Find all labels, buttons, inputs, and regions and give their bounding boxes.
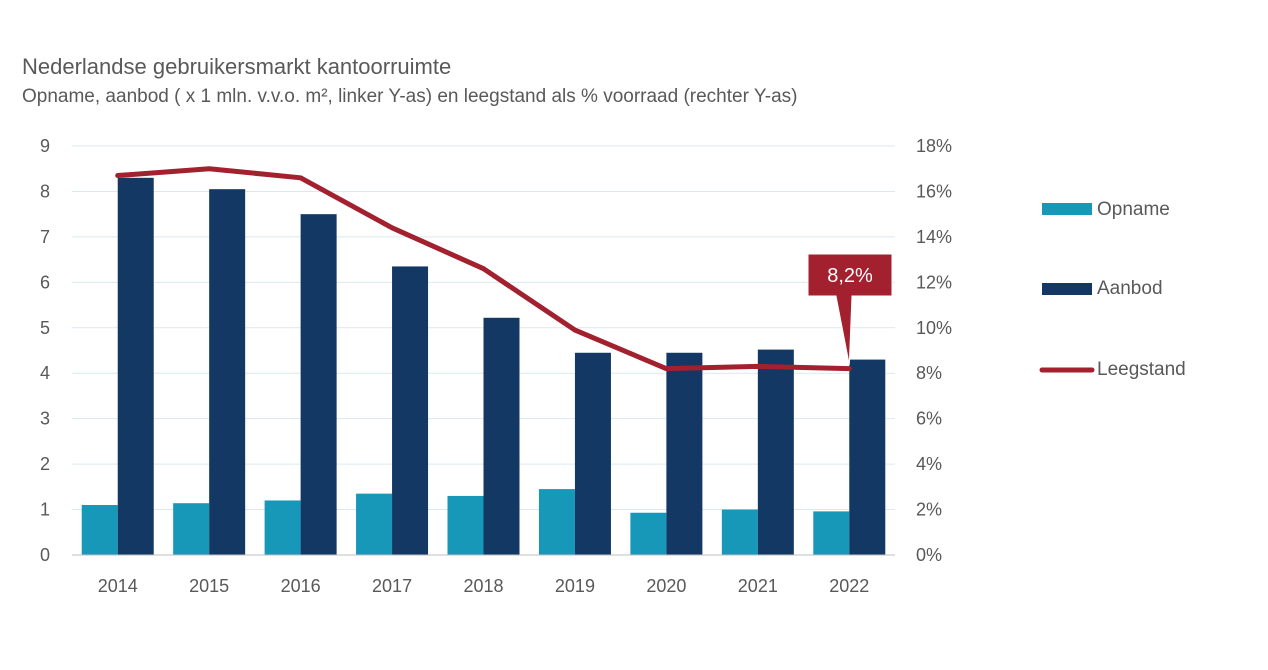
legend-swatch-aanbod <box>1042 283 1092 295</box>
x-tick-label: 2014 <box>98 576 138 596</box>
right-tick-label: 18% <box>916 136 952 156</box>
legend-label-opname: Opname <box>1097 199 1170 220</box>
bar-opname <box>173 503 210 555</box>
right-tick-label: 0% <box>916 545 942 565</box>
right-tick-label: 2% <box>916 500 942 520</box>
bar-aanbod <box>209 189 246 555</box>
left-tick-label: 0 <box>40 545 50 565</box>
bar-aanbod <box>666 352 703 555</box>
x-tick-label: 2022 <box>829 576 869 596</box>
x-tick-label: 2017 <box>372 576 412 596</box>
left-tick-label: 6 <box>40 272 50 292</box>
legend-label-aanbod: Aanbod <box>1097 278 1163 299</box>
left-tick-label: 7 <box>40 227 50 247</box>
bar-aanbod <box>300 214 337 555</box>
legend-swatch-opname <box>1042 203 1092 215</box>
left-tick-label: 9 <box>40 136 50 156</box>
bar-opname <box>447 495 484 555</box>
legend-label-leegstand: Leegstand <box>1097 359 1186 380</box>
x-tick-label: 2018 <box>463 576 503 596</box>
callout-label: 8,2% <box>827 265 873 287</box>
bars <box>81 177 886 556</box>
bar-opname <box>630 512 667 555</box>
right-y-axis: 0% 2% 4% 6% 8% 10% 12% 14% 16% 18% <box>916 136 952 565</box>
right-tick-label: 4% <box>916 454 942 474</box>
right-tick-label: 10% <box>916 318 952 338</box>
chart-title: Nederlandse gebruikersmarkt kantoorruimt… <box>22 54 452 79</box>
bar-opname <box>81 505 118 555</box>
bar-aanbod <box>849 359 886 555</box>
leegstand-line <box>115 166 852 372</box>
bar-aanbod <box>574 352 611 555</box>
x-tick-label: 2016 <box>281 576 321 596</box>
right-tick-label: 6% <box>916 409 942 429</box>
right-tick-label: 12% <box>916 272 952 292</box>
x-tick-label: 2019 <box>555 576 595 596</box>
left-y-axis: 0 1 2 3 4 5 6 7 8 9 <box>40 136 50 565</box>
x-tick-label: 2015 <box>189 576 229 596</box>
bar-opname <box>264 500 301 555</box>
value-callout: 8,2% <box>807 253 893 365</box>
x-tick-label: 2020 <box>646 576 686 596</box>
chart-subtitle: Opname, aanbod ( x 1 mln. v.v.o. m², lin… <box>22 86 798 107</box>
bar-aanbod <box>757 349 794 555</box>
left-tick-label: 4 <box>40 363 50 383</box>
leegstand-line-group <box>115 166 852 372</box>
bar-opname <box>356 493 393 555</box>
bar-opname <box>538 489 575 555</box>
right-tick-label: 8% <box>916 363 942 383</box>
bar-aanbod <box>117 177 154 556</box>
left-tick-label: 2 <box>40 454 50 474</box>
x-tick-label: 2021 <box>738 576 778 596</box>
right-tick-label: 14% <box>916 227 952 247</box>
bar-opname <box>813 511 850 555</box>
right-tick-label: 16% <box>916 181 952 201</box>
left-tick-label: 3 <box>40 409 50 429</box>
legend: Opname Aanbod Leegstand <box>1039 199 1186 380</box>
left-tick-label: 5 <box>40 318 50 338</box>
callout-box <box>807 253 893 365</box>
bar-opname <box>721 509 758 555</box>
left-tick-label: 8 <box>40 181 50 201</box>
left-tick-label: 1 <box>40 500 50 520</box>
x-axis: 2014 2015 2016 2017 2018 2019 2020 2021 2022 <box>98 576 870 596</box>
bar-aanbod <box>483 317 520 555</box>
bar-aanbod <box>392 266 429 555</box>
